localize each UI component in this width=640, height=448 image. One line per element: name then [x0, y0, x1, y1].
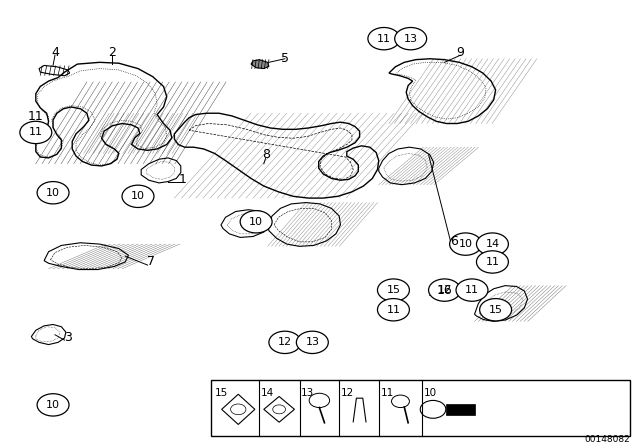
Text: 12: 12: [438, 285, 452, 295]
Text: 11: 11: [387, 305, 401, 315]
Text: 15: 15: [387, 285, 401, 295]
Text: 10: 10: [46, 188, 60, 198]
Text: 16: 16: [436, 284, 452, 297]
Circle shape: [429, 279, 461, 301]
Circle shape: [368, 27, 400, 50]
Circle shape: [378, 279, 410, 301]
Circle shape: [476, 233, 508, 255]
Circle shape: [240, 211, 272, 233]
Text: 15: 15: [488, 305, 502, 315]
Text: 11: 11: [28, 110, 44, 123]
Text: 11: 11: [377, 34, 391, 43]
Circle shape: [395, 27, 427, 50]
Text: 6: 6: [450, 235, 458, 248]
Text: 10: 10: [459, 239, 472, 249]
Circle shape: [296, 331, 328, 353]
Text: 2: 2: [109, 46, 116, 59]
Text: 13: 13: [404, 34, 418, 43]
Bar: [446, 404, 474, 415]
Text: 10: 10: [424, 388, 436, 398]
Circle shape: [479, 298, 511, 321]
Text: 11: 11: [381, 388, 394, 398]
Circle shape: [476, 251, 508, 273]
Text: 14: 14: [485, 239, 499, 249]
Text: 15: 15: [214, 388, 228, 398]
Circle shape: [122, 185, 154, 207]
Circle shape: [269, 331, 301, 353]
Circle shape: [37, 181, 69, 204]
Text: 1: 1: [179, 173, 187, 186]
Text: 13: 13: [305, 337, 319, 347]
Text: 3: 3: [64, 332, 72, 345]
Polygon shape: [251, 60, 269, 69]
Text: 11: 11: [465, 285, 479, 295]
Text: 00148082: 00148082: [584, 435, 630, 444]
Text: 10: 10: [46, 400, 60, 410]
Text: 10: 10: [249, 217, 263, 227]
Circle shape: [450, 233, 481, 255]
Text: 14: 14: [261, 388, 275, 398]
Text: 10: 10: [131, 191, 145, 201]
Text: 9: 9: [456, 46, 465, 59]
Text: 12: 12: [278, 337, 292, 347]
Text: 13: 13: [301, 388, 314, 398]
Text: 11: 11: [485, 257, 499, 267]
Text: 7: 7: [147, 255, 155, 268]
Text: 5: 5: [281, 52, 289, 65]
Circle shape: [37, 394, 69, 416]
Text: 8: 8: [262, 148, 269, 161]
Text: 12: 12: [341, 388, 355, 398]
Text: 11: 11: [29, 127, 43, 138]
Circle shape: [20, 121, 52, 144]
Text: 4: 4: [51, 46, 59, 59]
Circle shape: [456, 279, 488, 301]
Circle shape: [378, 298, 410, 321]
